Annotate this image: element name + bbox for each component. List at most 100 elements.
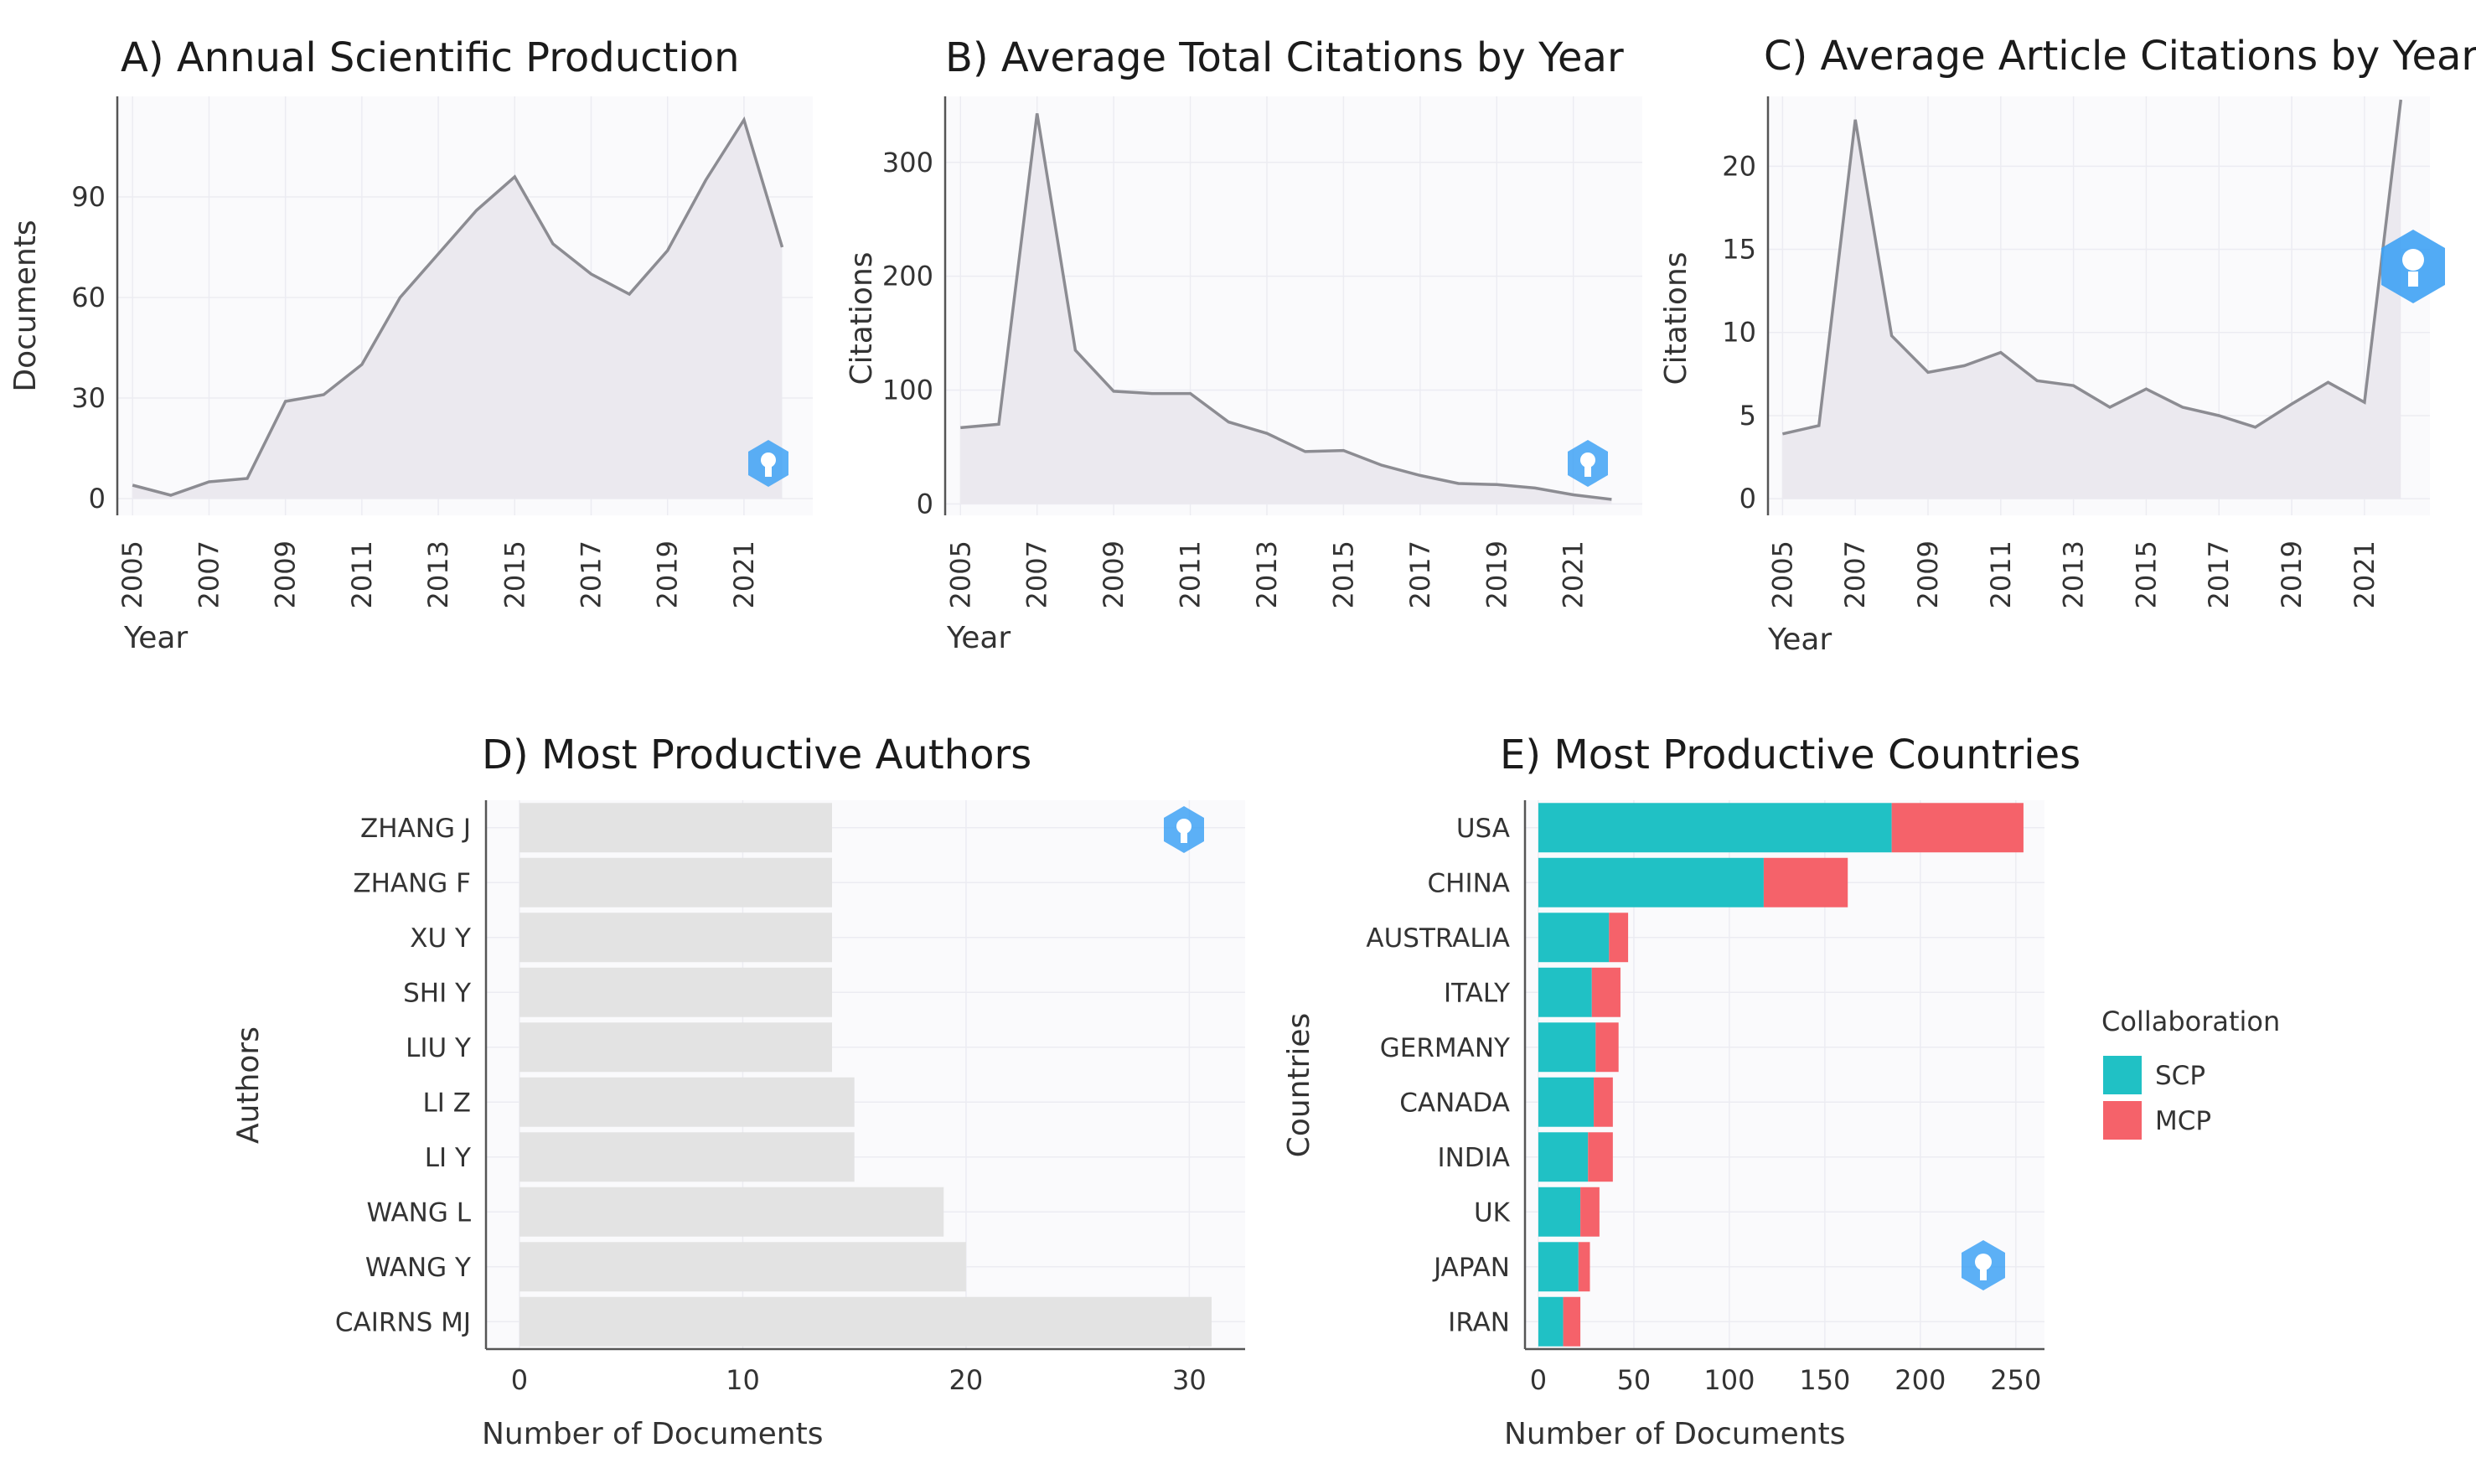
y-tick-label: 0	[917, 488, 933, 520]
chart-c-yticks: 0 5 10 15 20	[1722, 150, 1756, 514]
x-tick-label: 2009	[1912, 540, 1944, 608]
bar	[519, 967, 833, 1017]
chart-d-categories: ZHANG J ZHANG F XU Y SHI Y LIU Y LI Z LI Y WANG…	[335, 814, 472, 1338]
chart-b-line	[960, 113, 1612, 501]
bibliometrix-logo-icon	[748, 440, 788, 487]
chart-productive-authors: D) Most Productive Authors ZHANG JZHANG …	[231, 732, 1245, 1451]
x-tick-label: 2009	[1098, 540, 1129, 608]
bar	[519, 1242, 966, 1292]
bar	[519, 1022, 833, 1073]
x-tick-label: 10	[726, 1364, 760, 1396]
chart-c-ylabel: Citations	[1659, 251, 1693, 385]
y-tick-label: 20	[1722, 150, 1756, 182]
x-tick-label: 2007	[193, 540, 225, 608]
y-tick-label: 200	[882, 261, 933, 292]
x-tick-label: 2007	[1021, 540, 1053, 608]
y-tick-label: 0	[1739, 483, 1756, 514]
chart-c-line	[1782, 99, 2403, 436]
x-tick-label: 250	[1990, 1364, 2041, 1396]
x-tick-label: 50	[1617, 1364, 1652, 1396]
bar-mcp	[1595, 1022, 1619, 1073]
x-tick-label: 100	[1703, 1364, 1755, 1396]
legend-swatch-mcp	[2103, 1101, 2142, 1140]
x-tick-label: 2005	[116, 540, 148, 608]
x-tick-label: 30	[1172, 1364, 1207, 1396]
chart-b-area	[960, 113, 1612, 504]
category-label: UK	[1474, 1197, 1511, 1228]
x-tick-label: 2015	[1327, 540, 1359, 608]
x-tick-label: 2017	[1404, 540, 1436, 608]
category-label: WANG Y	[365, 1253, 471, 1283]
bar-scp	[1538, 803, 1892, 853]
chart-e-xticks: 0 50 100 150 200 250	[1530, 1364, 2042, 1396]
bar-scp	[1538, 967, 1592, 1017]
bar-scp	[1538, 1187, 1581, 1237]
chart-annual-production: A) Annual Scientific Production 0306090 …	[8, 34, 813, 655]
x-tick-label: 2017	[2203, 540, 2235, 608]
bar-mcp	[1609, 913, 1629, 963]
chart-b-title: B) Average Total Citations by Year	[945, 34, 1624, 81]
chart-productive-countries: E) Most Productive Countries USA CHINA AUS…	[1282, 732, 2280, 1451]
chart-d-xticks: 0 10 20 30	[511, 1364, 1207, 1396]
chart-b-xlabel: Year	[946, 621, 1011, 655]
x-tick-label: 2019	[2276, 540, 2308, 608]
x-tick-label: 2021	[1558, 540, 1589, 608]
chart-d-title: D) Most Productive Authors	[482, 732, 1031, 778]
category-label: ZHANG F	[353, 868, 471, 898]
y-tick-label: 0	[89, 483, 106, 514]
chart-b-xticks: 2005 2007 2009 2011 2013 2015 2017 2019 2021	[944, 540, 1589, 608]
chart-d-xlabel: Number of Documents	[482, 1417, 823, 1451]
x-tick-label: 20	[949, 1364, 984, 1396]
bar	[519, 1187, 944, 1237]
x-tick-label: 200	[1894, 1364, 1946, 1396]
bar	[519, 913, 833, 963]
y-tick-label: 10	[1722, 317, 1756, 349]
category-label: CHINA	[1428, 868, 1511, 898]
chart-a-yticks: 0 30 60 90	[71, 181, 106, 514]
chart-article-citations: C) Average Article Citations by Year 0 5 1…	[1659, 33, 2476, 657]
category-label: LI Y	[425, 1143, 471, 1173]
category-label: INDIA	[1437, 1143, 1510, 1173]
chart-c-title: C) Average Article Citations by Year	[1764, 33, 2476, 80]
category-label: AUSTRALIA	[1366, 923, 1510, 954]
chart-a-xlabel: Year	[123, 621, 188, 655]
bar-mcp	[1588, 1132, 1613, 1182]
bibliometrix-logo-icon	[1568, 440, 1608, 487]
x-tick-label: 2009	[270, 540, 302, 608]
x-tick-label: 0	[1530, 1364, 1547, 1396]
bar-scp	[1538, 913, 1610, 963]
y-tick-label: 30	[71, 382, 106, 414]
chart-a-xticks: 2005 2007 2009 2011 2013 2015 2017 2019 2021	[116, 540, 760, 608]
bar-scp	[1538, 1077, 1595, 1127]
bar-mcp	[1763, 857, 1848, 907]
chart-a-area	[132, 120, 783, 499]
bar-scp	[1538, 1022, 1596, 1073]
chart-e-ylabel: Countries	[1282, 1013, 1316, 1158]
chart-e-categories: USA CHINA AUSTRALIA ITALY GERMANY CANADA INDIA…	[1366, 814, 1510, 1338]
legend-label-mcp: MCP	[2155, 1106, 2211, 1136]
bibliometrix-logo-icon	[1164, 806, 1204, 853]
chart-a-title: A) Annual Scientific Production	[121, 34, 740, 81]
chart-b-yticks: 0 100 200 300	[882, 147, 933, 520]
x-tick-label: 2011	[1985, 540, 2017, 608]
x-tick-label: 2015	[2130, 540, 2162, 608]
bar-scp	[1538, 1132, 1589, 1182]
category-label: GERMANY	[1380, 1033, 1510, 1063]
bar-mcp	[1891, 803, 2024, 853]
chart-d-bars	[519, 803, 1212, 1347]
y-tick-label: 300	[882, 147, 933, 178]
legend-swatch-scp	[2103, 1056, 2142, 1094]
legend-title: Collaboration	[2101, 1006, 2280, 1037]
bar	[519, 803, 833, 853]
x-tick-label: 2021	[2349, 540, 2380, 608]
x-tick-label: 2005	[944, 540, 976, 608]
category-label: ITALY	[1444, 978, 1510, 1008]
category-label: WANG L	[367, 1197, 472, 1228]
chart-e-xlabel: Number of Documents	[1504, 1417, 1845, 1451]
x-tick-label: 2013	[1251, 540, 1283, 608]
bar-scp	[1538, 857, 1764, 907]
bar-mcp	[1591, 967, 1621, 1017]
category-label: USA	[1456, 814, 1510, 844]
bar-scp	[1538, 1296, 1564, 1347]
bar	[519, 1132, 855, 1182]
